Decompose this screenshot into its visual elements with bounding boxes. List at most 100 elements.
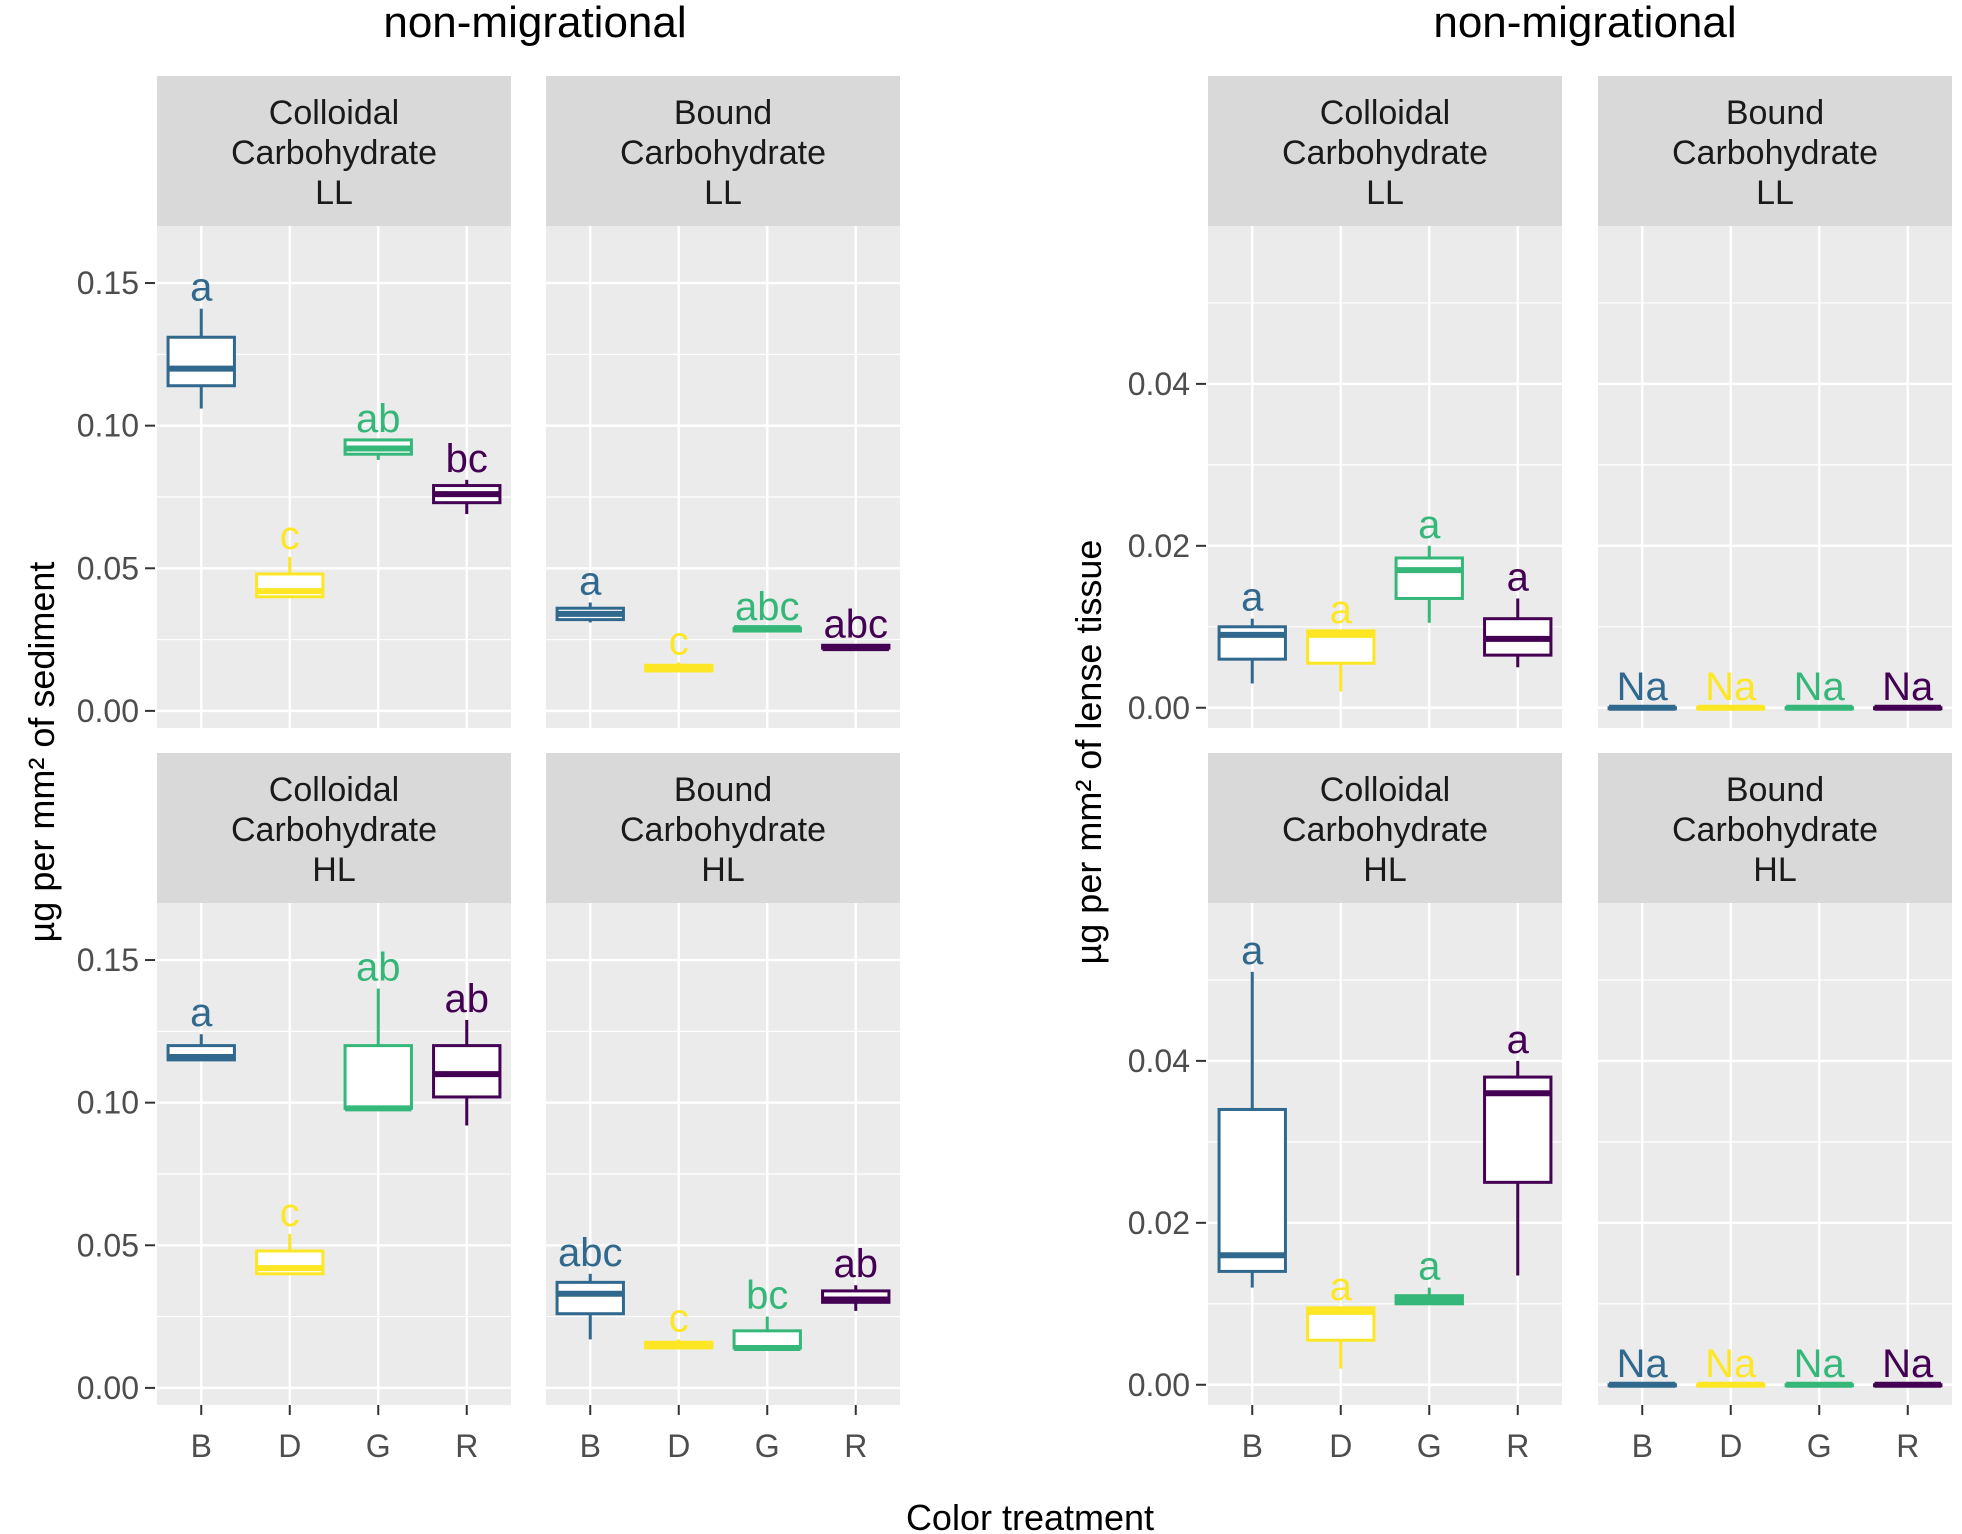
box-body xyxy=(555,1280,625,1316)
significance-label: ab xyxy=(356,397,401,441)
box-g: abc xyxy=(732,585,802,633)
significance-label: ab xyxy=(445,977,490,1021)
box-g: Na xyxy=(1784,1342,1854,1388)
box-b: a xyxy=(166,266,236,409)
plot-panel xyxy=(157,226,511,728)
box-b: a xyxy=(555,560,625,623)
significance-label: a xyxy=(579,560,602,604)
significance-label: bc xyxy=(446,437,488,481)
plot-panel xyxy=(546,226,900,728)
box-g: bc xyxy=(732,1274,802,1351)
y-tick-label: 0.05 xyxy=(77,550,139,586)
box-d: Na xyxy=(1696,665,1766,711)
strip-label-line: Carbohydrate xyxy=(1672,811,1878,849)
strip-label-line: Carbohydrate xyxy=(1672,134,1878,172)
box-r: a xyxy=(1483,555,1553,668)
x-tick-label-g: G xyxy=(1417,1428,1442,1464)
significance-label: Na xyxy=(1794,665,1846,709)
plot-panel xyxy=(1598,903,1952,1405)
box-g: ab xyxy=(343,397,413,460)
facet-strip xyxy=(1208,753,1562,903)
strip-label-line: HL xyxy=(312,851,355,889)
y-tick-label: 0.15 xyxy=(77,265,139,301)
y-tick-label: 0.10 xyxy=(77,1085,139,1121)
y-axis-title: µg per mm² of lense tissue xyxy=(1068,540,1109,965)
strip-label-line: Bound xyxy=(1726,771,1824,809)
box-b: a xyxy=(1217,929,1287,1288)
strip-label-line: Colloidal xyxy=(1320,94,1450,132)
plot-panel xyxy=(546,903,900,1405)
strip-label-line: LL xyxy=(1756,174,1794,212)
significance-label: c xyxy=(669,619,689,663)
box-g: Na xyxy=(1784,665,1854,711)
strip-label-line: Colloidal xyxy=(1320,771,1450,809)
strip-label-line: Colloidal xyxy=(269,771,399,809)
box-b: a xyxy=(1217,576,1287,684)
box-body xyxy=(343,1044,413,1110)
x-tick-label-d: D xyxy=(278,1428,301,1464)
box-d: c xyxy=(644,619,714,673)
significance-label: Na xyxy=(1705,1342,1757,1386)
significance-label: a xyxy=(1507,1018,1530,1062)
significance-label: c xyxy=(280,1191,300,1235)
box-r: a xyxy=(1483,1018,1553,1276)
x-tick-label-d: D xyxy=(667,1428,690,1464)
box-d: Na xyxy=(1696,1342,1766,1388)
strip-label-line: Bound xyxy=(1726,94,1824,132)
box-d: c xyxy=(255,1191,325,1276)
facet-strip xyxy=(1598,753,1952,903)
x-tick-label-b: B xyxy=(1632,1428,1653,1464)
box-r: abc xyxy=(821,602,891,652)
box-r: Na xyxy=(1873,1342,1943,1388)
x-tick-label-g: G xyxy=(755,1428,780,1464)
box-r: ab xyxy=(432,977,502,1126)
significance-label: c xyxy=(669,1296,689,1340)
significance-label: ab xyxy=(356,946,401,990)
y-tick-label: 0.02 xyxy=(1128,1205,1190,1241)
strip-label-line: Carbohydrate xyxy=(231,134,437,172)
facet-strip xyxy=(546,76,900,226)
box-r: Na xyxy=(1873,665,1943,711)
significance-label: abc xyxy=(824,602,889,646)
strip-label-line: Carbohydrate xyxy=(620,811,826,849)
significance-label: Na xyxy=(1617,665,1669,709)
significance-label: a xyxy=(1330,588,1353,632)
box-r: ab xyxy=(821,1242,891,1311)
strip-label-line: HL xyxy=(1753,851,1796,889)
significance-label: a xyxy=(1241,929,1264,973)
significance-label: ab xyxy=(834,1242,879,1286)
strip-label-line: LL xyxy=(704,174,742,212)
strip-label-line: Carbohydrate xyxy=(231,811,437,849)
strip-label-line: Carbohydrate xyxy=(620,134,826,172)
significance-label: abc xyxy=(558,1231,623,1275)
y-tick-label: 0.00 xyxy=(1128,1367,1190,1403)
box-b: Na xyxy=(1607,1342,1677,1388)
strip-label-line: Carbohydrate xyxy=(1282,811,1488,849)
x-axis-title: Color treatment xyxy=(906,1497,1154,1534)
significance-label: Na xyxy=(1794,1342,1846,1386)
box-b: a xyxy=(166,991,236,1062)
significance-label: abc xyxy=(735,585,800,629)
strip-label-line: HL xyxy=(701,851,744,889)
significance-label: Na xyxy=(1882,1342,1934,1386)
y-tick-label: 0.04 xyxy=(1128,366,1190,402)
strip-label-line: HL xyxy=(1363,851,1406,889)
chart-title: non-migrational xyxy=(1433,0,1736,47)
box-d: c xyxy=(644,1296,714,1350)
significance-label: a xyxy=(1330,1265,1353,1309)
y-tick-label: 0.15 xyxy=(77,942,139,978)
box-body xyxy=(1394,556,1464,600)
facet-strip xyxy=(157,753,511,903)
x-tick-label-r: R xyxy=(844,1428,867,1464)
significance-label: Na xyxy=(1617,1342,1669,1386)
x-tick-label-d: D xyxy=(1329,1428,1352,1464)
significance-label: bc xyxy=(746,1274,788,1318)
box-g: a xyxy=(1394,1245,1464,1306)
x-tick-label-r: R xyxy=(1506,1428,1529,1464)
